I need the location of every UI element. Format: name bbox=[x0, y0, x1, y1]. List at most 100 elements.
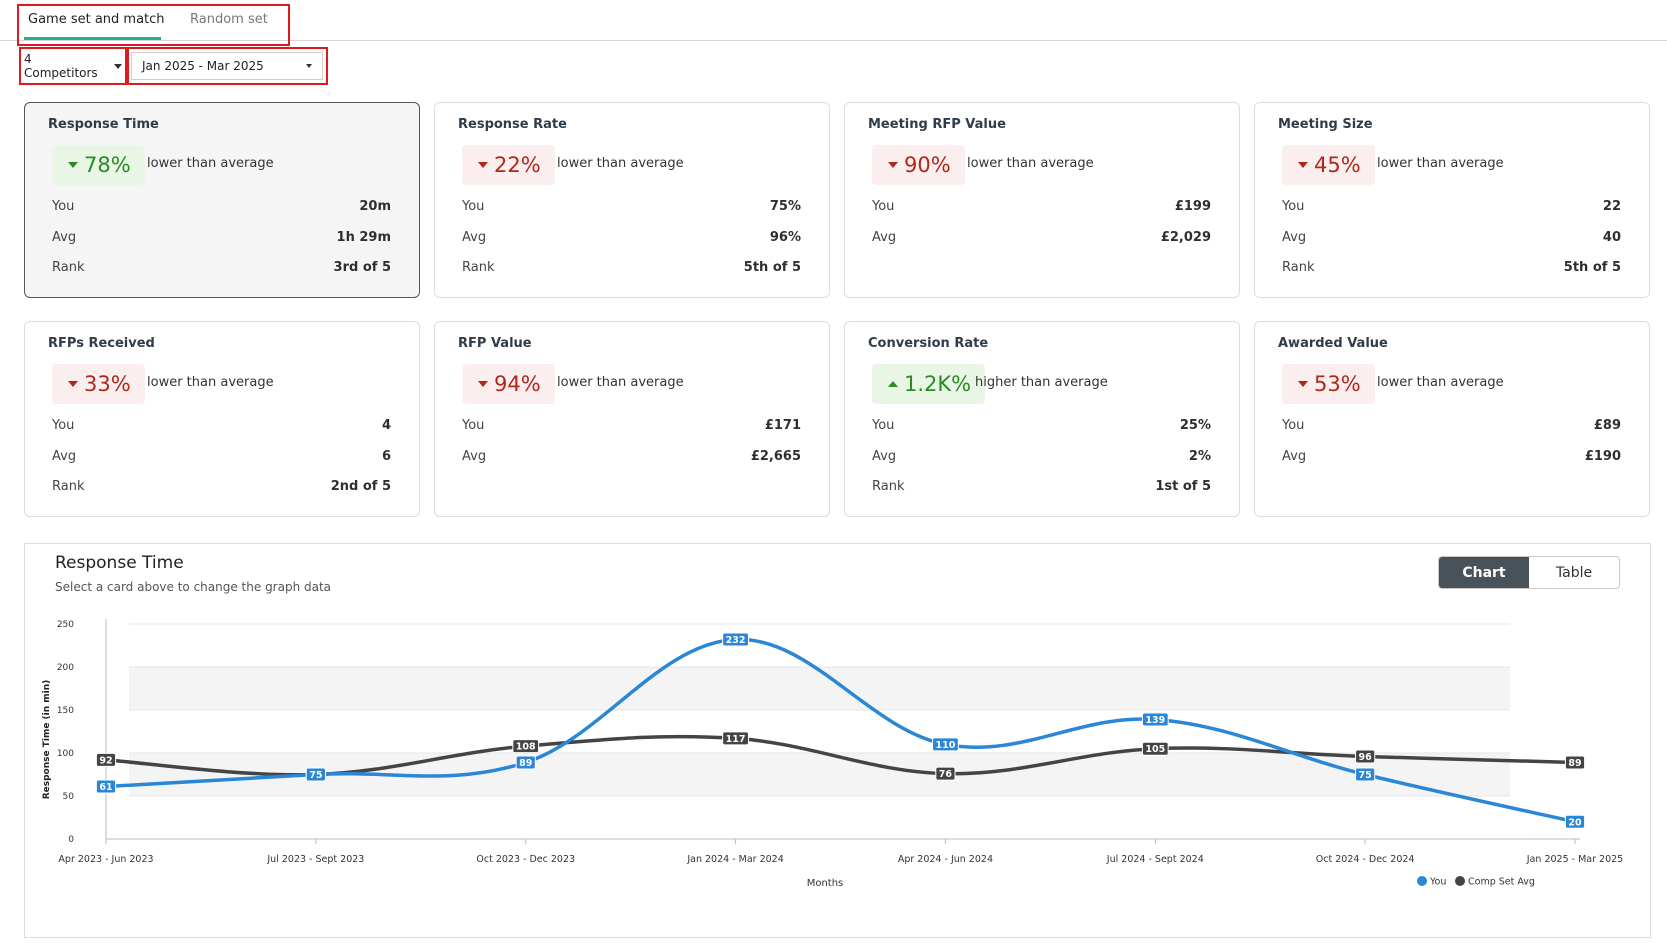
legend-label-comp-set-avg: Comp Set Avg bbox=[1468, 877, 1535, 888]
data-label-box bbox=[1564, 814, 1586, 829]
data-label: 117 bbox=[726, 734, 746, 745]
comparison-text: higher than average bbox=[975, 375, 1108, 390]
y-tick-label: 200 bbox=[57, 663, 74, 673]
rank-label: Rank bbox=[52, 479, 85, 494]
change-badge: 1.2K% bbox=[872, 364, 986, 404]
response-time-line-chart: 0 50 100 150 200 250 Apr 2023 - Jun 2023 Jul 20… bbox=[42, 619, 1623, 889]
avg-label: Avg bbox=[1282, 449, 1307, 464]
chart-panel-subtitle: Select a card above to change the graph … bbox=[55, 580, 332, 594]
data-label: 96 bbox=[1359, 752, 1373, 763]
avg-value: 1h 29m bbox=[336, 230, 391, 245]
you-value: 4 bbox=[381, 418, 391, 433]
data-label-box bbox=[722, 731, 749, 746]
y-tick-label: 150 bbox=[57, 706, 74, 716]
y-tick-label: 100 bbox=[57, 749, 74, 759]
x-tick-label: Apr 2024 - Jun 2024 bbox=[898, 854, 993, 865]
tab-game-set-and-match[interactable]: Game set and match bbox=[28, 12, 165, 27]
you-value: £89 bbox=[1593, 418, 1621, 433]
y-tick-label: 250 bbox=[57, 620, 74, 630]
data-label-box bbox=[1141, 712, 1169, 727]
metric-card-meeting-rfp-value[interactable]: Meeting RFP Value 90% lower than average… bbox=[844, 102, 1240, 298]
comparison-text: lower than average bbox=[1377, 375, 1504, 390]
date-range-dropdown[interactable]: Jan 2025 - Mar 2025 bbox=[131, 52, 323, 80]
avg-value: 2% bbox=[1188, 449, 1211, 464]
comparison-text: lower than average bbox=[147, 375, 274, 390]
you-label: You bbox=[462, 199, 485, 214]
card-title: Meeting Size bbox=[1278, 117, 1373, 132]
data-label: 108 bbox=[516, 742, 536, 753]
rank-value: 5th of 5 bbox=[1563, 260, 1621, 275]
comparison-text: lower than average bbox=[967, 156, 1094, 171]
date-range-dropdown-label: Jan 2025 - Mar 2025 bbox=[142, 59, 264, 73]
you-label: You bbox=[872, 418, 895, 433]
comparison-text: lower than average bbox=[557, 375, 684, 390]
metric-card-awarded-value[interactable]: Awarded Value 53% lower than average You… bbox=[1254, 321, 1650, 517]
metric-card-response-rate[interactable]: Response Rate 22% lower than average You… bbox=[434, 102, 830, 298]
card-title: Response Rate bbox=[458, 117, 567, 132]
data-label-box bbox=[305, 767, 326, 782]
competitors-dropdown-label: 4 Competitors bbox=[24, 52, 98, 80]
data-label-box bbox=[722, 632, 749, 647]
data-label-box bbox=[95, 779, 117, 794]
change-value: 94% bbox=[494, 372, 541, 396]
down-arrow-icon bbox=[1298, 381, 1308, 387]
avg-label: Avg bbox=[462, 449, 487, 464]
x-tick-label: Jul 2024 - Sept 2024 bbox=[1106, 854, 1204, 865]
down-arrow-icon bbox=[478, 162, 488, 168]
rank-value: 3rd of 5 bbox=[333, 260, 391, 275]
y-axis-title: Response Time (in min) bbox=[42, 680, 52, 800]
change-badge: 53% bbox=[1282, 364, 1375, 404]
competitors-dropdown[interactable]: 4 Competitors bbox=[24, 52, 122, 80]
rank-value: 5th of 5 bbox=[743, 260, 801, 275]
change-value: 1.2K% bbox=[904, 372, 972, 396]
avg-label: Avg bbox=[872, 230, 897, 245]
view-toggle: Chart Table bbox=[1438, 556, 1620, 589]
data-label-box bbox=[1355, 749, 1376, 764]
plot-band bbox=[129, 667, 1510, 710]
metric-card-meeting-size[interactable]: Meeting Size 45% lower than average You 2… bbox=[1254, 102, 1650, 298]
change-badge: 90% bbox=[872, 145, 965, 185]
data-label-box bbox=[95, 752, 117, 767]
avg-value: £190 bbox=[1584, 449, 1621, 464]
metric-card-conversion-rate[interactable]: Conversion Rate 1.2K% higher than averag… bbox=[844, 321, 1240, 517]
chevron-down-icon bbox=[306, 64, 312, 68]
tab-bar: Game set and match Random set bbox=[0, 0, 1667, 41]
change-value: 22% bbox=[494, 153, 541, 177]
rank-label: Rank bbox=[1282, 260, 1315, 275]
tab-random-set[interactable]: Random set bbox=[190, 12, 268, 27]
data-label: 89 bbox=[1568, 758, 1581, 769]
metric-card-rfp-value[interactable]: RFP Value 94% lower than average You £171… bbox=[434, 321, 830, 517]
card-title: Awarded Value bbox=[1278, 336, 1388, 351]
you-value: £171 bbox=[764, 418, 801, 433]
down-arrow-icon bbox=[68, 162, 78, 168]
plot-band bbox=[129, 624, 1510, 667]
card-title: Conversion Rate bbox=[868, 336, 989, 351]
table-view-button[interactable]: Table bbox=[1529, 557, 1619, 588]
down-arrow-icon bbox=[888, 162, 898, 168]
data-label: 61 bbox=[99, 782, 112, 793]
comparison-text: lower than average bbox=[557, 156, 684, 171]
chart-view-button[interactable]: Chart bbox=[1439, 557, 1529, 588]
data-label: 20 bbox=[1568, 817, 1582, 828]
avg-label: Avg bbox=[462, 230, 487, 245]
change-badge: 78% bbox=[52, 145, 145, 185]
avg-label: Avg bbox=[872, 449, 897, 464]
you-value: 22 bbox=[1602, 199, 1621, 214]
data-label-box bbox=[1355, 767, 1376, 782]
you-value: 25% bbox=[1179, 418, 1211, 433]
rank-value: 1st of 5 bbox=[1155, 479, 1211, 494]
metric-card-response-time[interactable]: Response Time 78% lower than average You… bbox=[24, 102, 420, 298]
you-value: £199 bbox=[1174, 199, 1211, 214]
down-arrow-icon bbox=[68, 381, 78, 387]
avg-label: Avg bbox=[52, 449, 77, 464]
change-badge: 94% bbox=[462, 364, 555, 404]
up-arrow-icon bbox=[888, 381, 898, 387]
x-tick-label: Jan 2025 - Mar 2025 bbox=[1526, 854, 1623, 865]
metric-card-rfps-received[interactable]: RFPs Received 33% lower than average You… bbox=[24, 321, 420, 517]
avg-value: 6 bbox=[381, 449, 391, 464]
plot-band bbox=[129, 710, 1510, 753]
legend-label-you: You bbox=[1429, 877, 1446, 888]
data-label: 105 bbox=[1145, 744, 1165, 755]
avg-value: £2,029 bbox=[1160, 230, 1211, 245]
comparison-text: lower than average bbox=[147, 156, 274, 171]
